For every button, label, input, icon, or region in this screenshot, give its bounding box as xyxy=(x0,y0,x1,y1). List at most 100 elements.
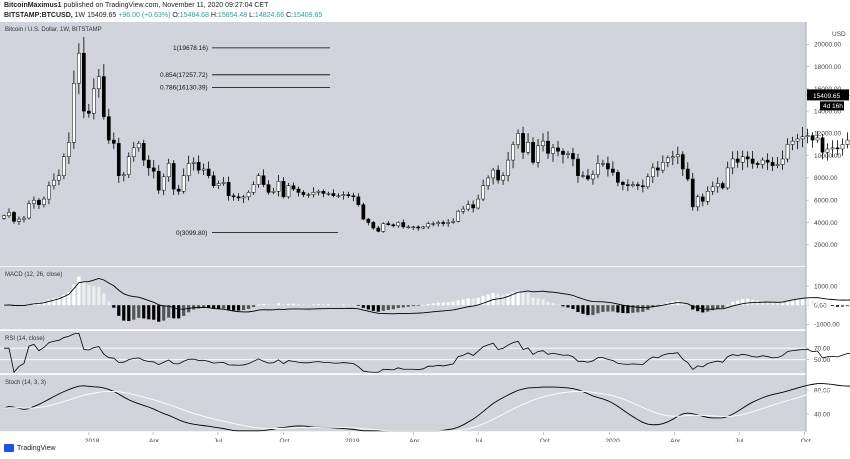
candle xyxy=(276,181,281,192)
y-tick-label: 1000.00 xyxy=(814,283,838,290)
macd-bar xyxy=(706,305,710,312)
macd-bar xyxy=(436,302,440,306)
candle xyxy=(286,185,291,198)
candle xyxy=(72,83,76,143)
candle xyxy=(296,188,301,193)
candle xyxy=(106,116,111,141)
publish-info: BitcoinMaximus1 published on TradingView… xyxy=(4,2,268,9)
macd-bar xyxy=(780,303,785,306)
open-label: O: xyxy=(172,12,180,19)
candle xyxy=(436,222,441,224)
macd-bar xyxy=(661,304,665,306)
candle xyxy=(636,184,640,186)
y-tick-label: 20000.00 xyxy=(814,42,841,49)
publisher-name[interactable]: BitcoinMaximus1 xyxy=(4,2,62,9)
macd-bar xyxy=(501,294,505,306)
macd-bar xyxy=(406,305,410,307)
macd-bar xyxy=(72,283,76,306)
candle xyxy=(151,167,156,172)
candle xyxy=(606,163,610,170)
candle xyxy=(231,195,236,198)
candle xyxy=(775,164,780,166)
macd-bar xyxy=(461,299,465,306)
candle xyxy=(126,156,131,175)
candle xyxy=(17,218,21,222)
footer-brand[interactable]: TradingView xyxy=(17,444,56,452)
candle xyxy=(421,226,426,229)
countdown-label: 4d 16h xyxy=(823,103,843,110)
macd-bar xyxy=(726,304,730,306)
y-tick-label: 8000.00 xyxy=(814,175,838,182)
candle xyxy=(32,199,36,204)
candle xyxy=(650,167,655,178)
macd-bar xyxy=(491,292,495,306)
macd-bar xyxy=(306,304,311,306)
candle xyxy=(631,184,635,186)
x-tick-label: Oct xyxy=(801,438,811,442)
candle xyxy=(486,177,490,186)
candle xyxy=(820,137,825,153)
candle xyxy=(251,184,256,193)
macd-bar xyxy=(656,305,660,306)
candle xyxy=(720,183,725,189)
candle xyxy=(566,153,570,155)
candle xyxy=(52,179,56,186)
candle xyxy=(146,159,151,169)
macd-bar xyxy=(451,301,455,306)
candle xyxy=(660,162,665,171)
candle xyxy=(795,138,800,142)
chart-area[interactable]: Bitcoin / U.S. Dollar, 1W, BITSTAMP 2000.… xyxy=(0,22,850,442)
candle xyxy=(67,142,71,158)
pane-title-2: RSI (14, close) xyxy=(5,336,45,342)
macd-bar xyxy=(441,302,445,306)
macd-bar xyxy=(810,300,815,306)
candle xyxy=(266,184,271,193)
candle xyxy=(675,154,680,157)
candle xyxy=(416,226,421,229)
macd-bar xyxy=(271,304,276,306)
macd-bar xyxy=(107,301,111,306)
candle xyxy=(511,144,515,161)
macd-bar xyxy=(521,292,525,306)
candle xyxy=(426,223,431,228)
candle xyxy=(391,224,396,227)
countdown-badge xyxy=(820,101,844,111)
y-tick-label: -1000.00 xyxy=(814,322,840,329)
candle xyxy=(745,156,750,160)
candle xyxy=(371,222,376,229)
symbol-info: BITSTAMP:BTCUSD, 1W 15409.65 +96.00 (+0.… xyxy=(4,12,322,19)
x-tick-label: Jul xyxy=(474,438,483,442)
y-tick-label: 4000.00 xyxy=(814,220,838,227)
macd-bar xyxy=(800,299,805,306)
macd-bar xyxy=(376,305,380,312)
candle xyxy=(91,88,96,114)
macd-bar xyxy=(576,305,580,313)
macd-bar xyxy=(147,305,151,320)
candle xyxy=(271,191,276,193)
macd-bar xyxy=(261,303,266,306)
candle xyxy=(351,195,356,198)
macd-bar xyxy=(2,305,6,306)
pane-background-2 xyxy=(0,331,806,374)
candle xyxy=(7,212,11,217)
candle xyxy=(201,168,206,171)
candle xyxy=(491,169,495,179)
candle xyxy=(685,168,690,180)
candle xyxy=(655,167,660,171)
candle xyxy=(37,199,41,205)
macd-bar xyxy=(112,305,116,308)
macd-bar xyxy=(326,304,331,306)
candle xyxy=(196,162,201,171)
macd-bar xyxy=(311,304,316,306)
macd-bar xyxy=(805,299,810,306)
footer: TradingView xyxy=(4,444,56,452)
candle xyxy=(596,163,600,175)
candle xyxy=(785,144,790,160)
x-tick-label: Jul xyxy=(735,438,744,442)
candle xyxy=(825,148,830,153)
macd-bar xyxy=(546,301,550,306)
candle xyxy=(206,168,211,176)
macd-bar xyxy=(241,305,246,311)
candle xyxy=(755,163,760,165)
macd-bar xyxy=(561,305,565,307)
